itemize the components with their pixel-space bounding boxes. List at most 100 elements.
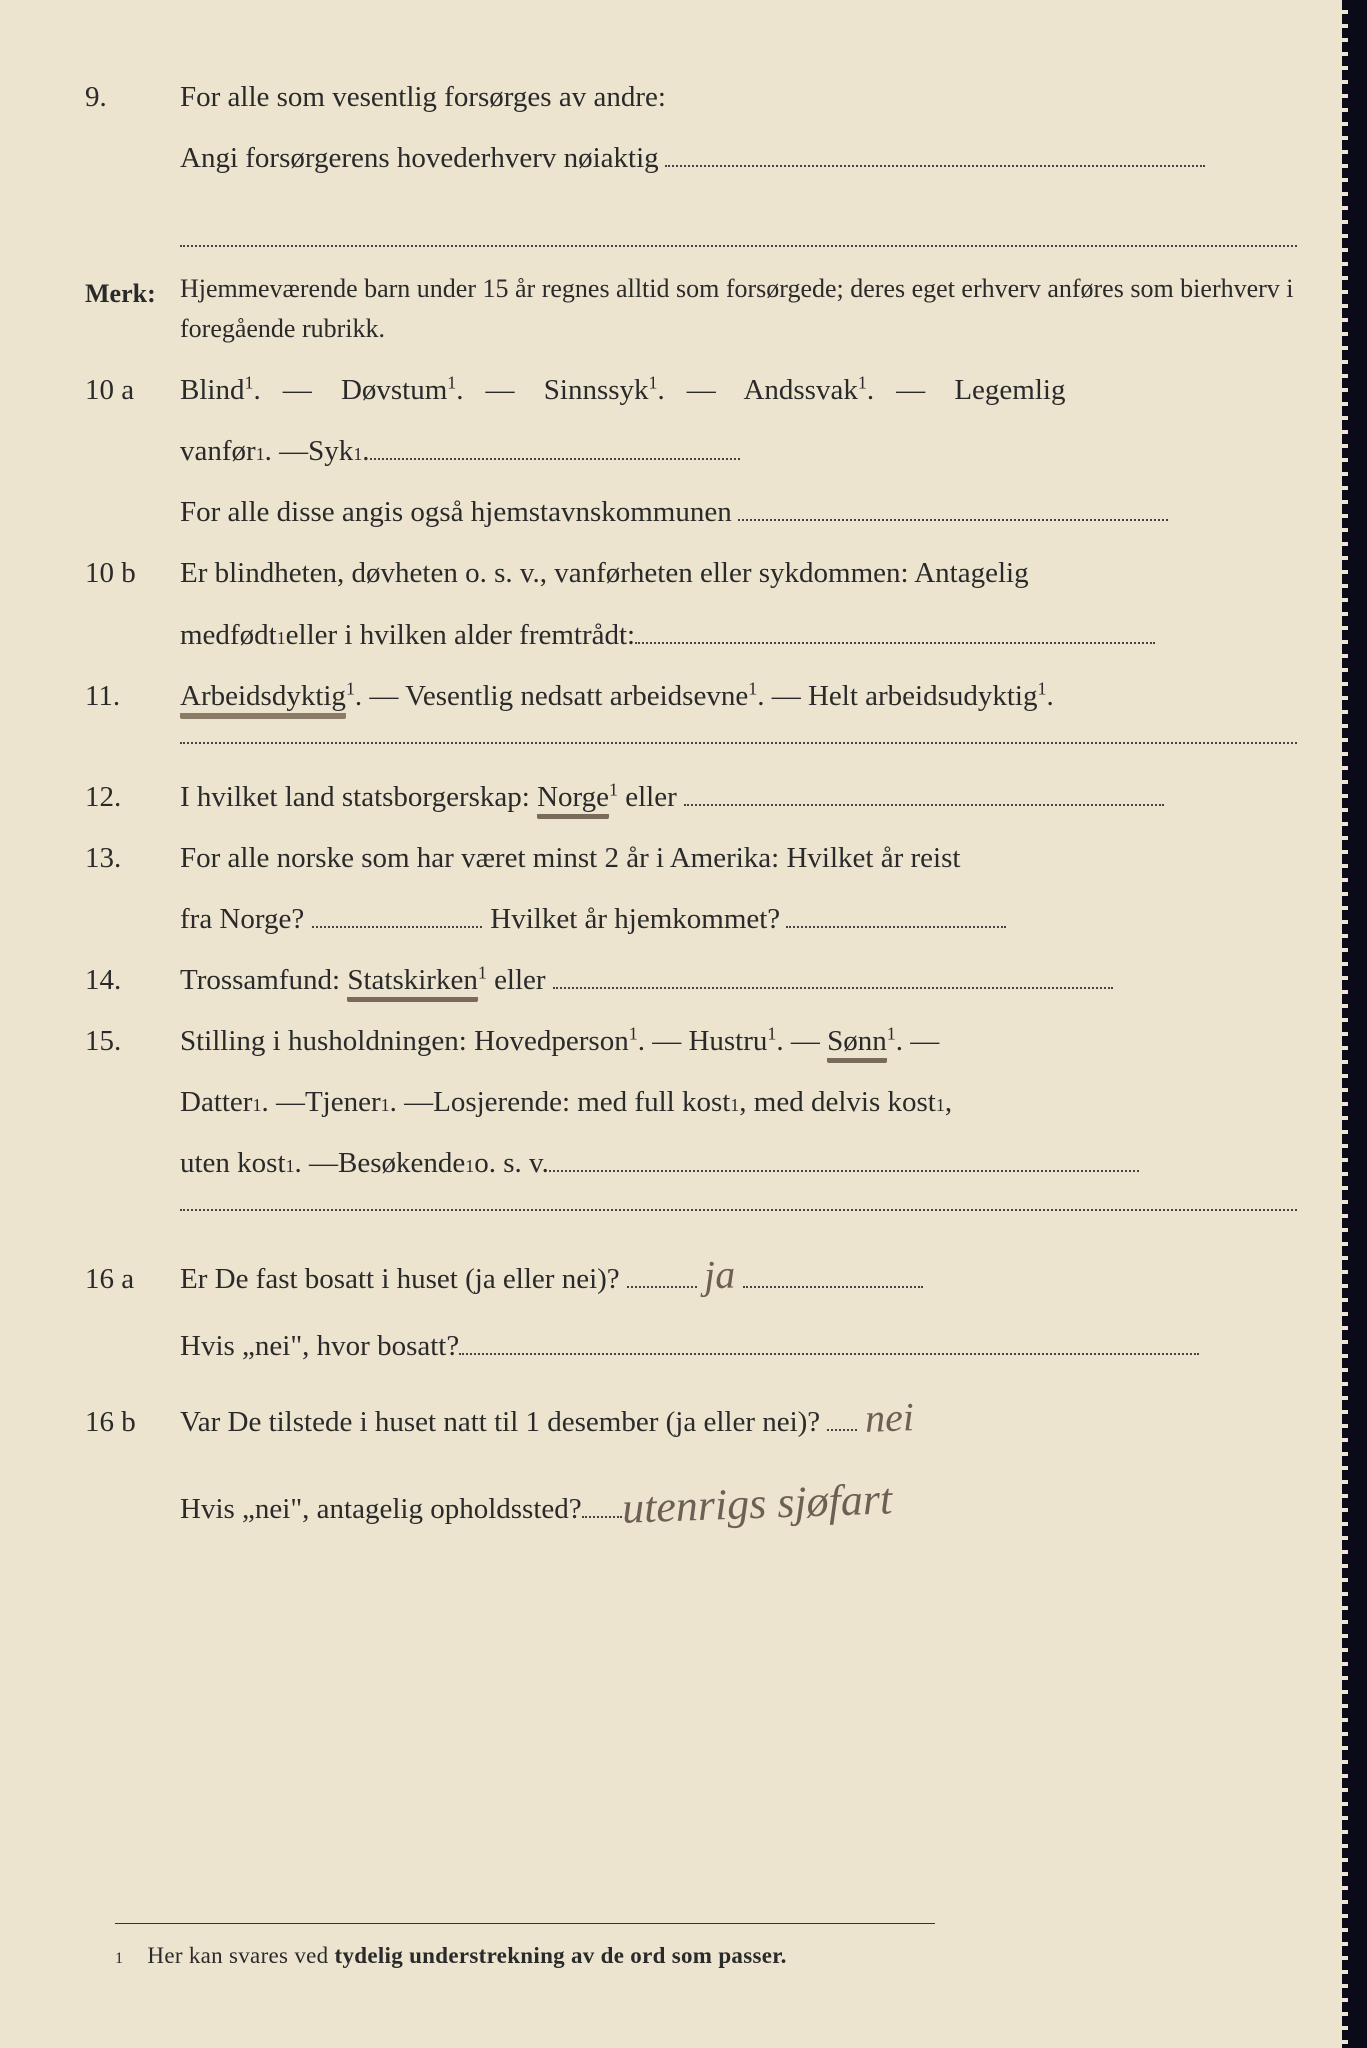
q9-number: 9. xyxy=(85,70,180,125)
q15-line1: Stilling i husholdningen: Hovedperson1. … xyxy=(180,1014,1297,1069)
q10a-line1: Blind1.— Døvstum1.— Sinnssyk1.— Andssvak… xyxy=(180,363,1297,418)
q13-hjem: Hvilket år hjemkommet? xyxy=(490,892,780,947)
dotted-fill xyxy=(553,964,1113,989)
q16a-question: Er De fast bosatt i huset (ja eller nei)… xyxy=(180,1263,620,1295)
q15: 15. Stilling i husholdningen: Hovedperso… xyxy=(85,1014,1297,1069)
opt-hustru: Hustru xyxy=(688,1025,767,1057)
opt-delvis: , med delvis kost xyxy=(739,1075,936,1130)
section-divider xyxy=(180,742,1297,744)
opt-datter: Datter xyxy=(180,1075,252,1130)
q11-number: 11. xyxy=(85,669,180,724)
q14-body: Trossamfund: Statskirken1 eller xyxy=(180,953,1297,1008)
q12-norge-underlined: Norge xyxy=(537,781,609,819)
opt-tjener: Tjener xyxy=(305,1075,381,1130)
q15-pre: Stilling i husholdningen: xyxy=(180,1025,474,1057)
q16b: 16 b Var De tilstede i huset natt til 1 … xyxy=(85,1380,1297,1456)
q16a-body: Er De fast bosatt i huset (ja eller nei)… xyxy=(180,1237,1297,1313)
q10a-number: 10 a xyxy=(85,363,180,418)
opt-sinnssyk: Sinnssyk xyxy=(544,374,649,406)
q16a-line2: Hvis „nei", hvor bosatt? xyxy=(85,1319,1297,1374)
q13-line1: For alle norske som har været minst 2 år… xyxy=(180,831,1297,886)
q15-number: 15. xyxy=(85,1014,180,1069)
q10b-mid: eller i hvilken alder fremtrådt: xyxy=(286,608,635,663)
q13: 13. For alle norske som har været minst … xyxy=(85,831,1297,886)
dotted-fill xyxy=(627,1264,697,1289)
q16b-body: Var De tilstede i huset natt til 1 desem… xyxy=(180,1380,1297,1456)
q16b-line2: Hvis „nei", antagelig opholdssted? utenr… xyxy=(85,1462,1297,1546)
q15-line2: Datter1. — Tjener1. — Losjerende: med fu… xyxy=(85,1075,1297,1130)
q10b: 10 b Er blindheten, døvheten o. s. v., v… xyxy=(85,546,1297,601)
q10a-line2: vanfør1. — Syk1. xyxy=(85,424,1297,479)
q10a-line3: For alle disse angis også hjemstavnskomm… xyxy=(85,485,1297,540)
opt-andssvak: Andssvak xyxy=(743,374,857,406)
q13-line2: fra Norge? Hvilket år hjemkommet? xyxy=(85,892,1297,947)
scan-dark-edge xyxy=(1345,0,1367,2048)
opt-nedsatt: Vesentlig nedsatt arbeidsevne xyxy=(405,680,748,712)
dotted-fill xyxy=(635,619,1155,644)
q12-eller: eller xyxy=(625,781,677,813)
q14: 14. Trossamfund: Statskirken1 eller xyxy=(85,953,1297,1008)
footnote: 1 Her kan svares ved tydelig understrekn… xyxy=(115,1923,935,1978)
dotted-fill xyxy=(786,903,1006,928)
footnote-bold: tydelig understrekning av de ord som pas… xyxy=(335,1943,787,1968)
opt-besokende: Besøkende xyxy=(338,1136,465,1191)
dotted-fill xyxy=(665,142,1205,167)
q16b-answer2-handwritten: utenrigs sjøfart xyxy=(620,1458,893,1551)
footnote-number: 1 xyxy=(115,1950,123,1967)
q9: 9. For alle som vesentlig forsørges av a… xyxy=(85,70,1297,125)
merk-text: Hjemmeværende barn under 15 år regnes al… xyxy=(180,269,1297,350)
q15-line3: uten kost1. — Besøkende1 o. s. v. xyxy=(85,1136,1297,1191)
q14-eller: eller xyxy=(494,964,546,996)
q15-osv: o. s. v. xyxy=(474,1136,549,1191)
footnote-pre: Her kan svares ved xyxy=(147,1943,334,1968)
dotted-fill xyxy=(738,497,1168,522)
merk-label: Merk: xyxy=(85,269,180,318)
q15-sonn-underlined: Sønn xyxy=(827,1025,887,1063)
q10a-line3-text: For alle disse angis også hjemstavnskomm… xyxy=(180,485,732,540)
q16b-question: Var De tilstede i huset natt til 1 desem… xyxy=(180,1406,820,1438)
dotted-fill xyxy=(370,436,740,461)
q13-fra: fra Norge? xyxy=(180,892,304,947)
dotted-fill xyxy=(549,1148,1139,1173)
opt-dovstum: Døvstum xyxy=(341,374,447,406)
dotted-fill xyxy=(312,903,482,928)
merk-note: Merk: Hjemmeværende barn under 15 år reg… xyxy=(85,269,1297,350)
opt-hovedperson: Hovedperson xyxy=(474,1025,629,1057)
opt-blind: Blind xyxy=(180,374,244,406)
q12: 12. I hvilket land statsborgerskap: Norg… xyxy=(85,770,1297,825)
q10b-line1: Er blindheten, døvheten o. s. v., vanfør… xyxy=(180,546,1297,601)
section-divider xyxy=(180,1209,1297,1211)
opt-losjerende: Losjerende: med full kost xyxy=(433,1075,730,1130)
opt-uten: uten kost xyxy=(180,1136,286,1191)
q14-number: 14. xyxy=(85,953,180,1008)
q16a: 16 a Er De fast bosatt i huset (ja eller… xyxy=(85,1237,1297,1313)
dotted-fill xyxy=(684,781,1164,806)
q11-underlined: Arbeidsdyktig xyxy=(180,680,346,719)
q9-line2: Angi forsørgerens hovederhverv nøiaktig xyxy=(85,131,1297,186)
q10b-number: 10 b xyxy=(85,546,180,601)
q9-line1: For alle som vesentlig forsørges av andr… xyxy=(180,70,1297,125)
q11-body: Arbeidsdyktig1. — Vesentlig nedsatt arbe… xyxy=(180,669,1297,724)
q16b-number: 16 b xyxy=(85,1395,180,1450)
q16b-answer-handwritten: nei xyxy=(863,1380,914,1458)
dotted-fill xyxy=(459,1331,1199,1356)
q11: 11. Arbeidsdyktig1. — Vesentlig nedsatt … xyxy=(85,669,1297,724)
q16b-line2-text: Hvis „nei", antagelig opholdssted? xyxy=(180,1482,582,1537)
opt-vanfor: vanfør xyxy=(180,424,256,479)
q12-body: I hvilket land statsborgerskap: Norge1 e… xyxy=(180,770,1297,825)
opt-udyktig: Helt arbeidsudyktig xyxy=(808,680,1038,712)
q16a-line2-text: Hvis „nei", hvor bosatt? xyxy=(180,1319,459,1374)
opt-syk: Syk xyxy=(308,424,353,479)
dotted-fill xyxy=(827,1407,857,1432)
dotted-fill xyxy=(743,1264,923,1289)
q12-pre: I hvilket land statsborgerskap: xyxy=(180,781,537,813)
dotted-fill-line xyxy=(180,200,1297,246)
dotted-fill xyxy=(582,1494,622,1519)
q16a-answer-handwritten: ja xyxy=(703,1237,737,1314)
q9-line2-text: Angi forsørgerens hovederhverv nøiaktig xyxy=(180,131,659,186)
q16a-number: 16 a xyxy=(85,1252,180,1307)
q10a: 10 a Blind1.— Døvstum1.— Sinnssyk1.— And… xyxy=(85,363,1297,418)
q12-number: 12. xyxy=(85,770,180,825)
opt-legemlig: Legemlig xyxy=(954,374,1065,406)
q13-number: 13. xyxy=(85,831,180,886)
